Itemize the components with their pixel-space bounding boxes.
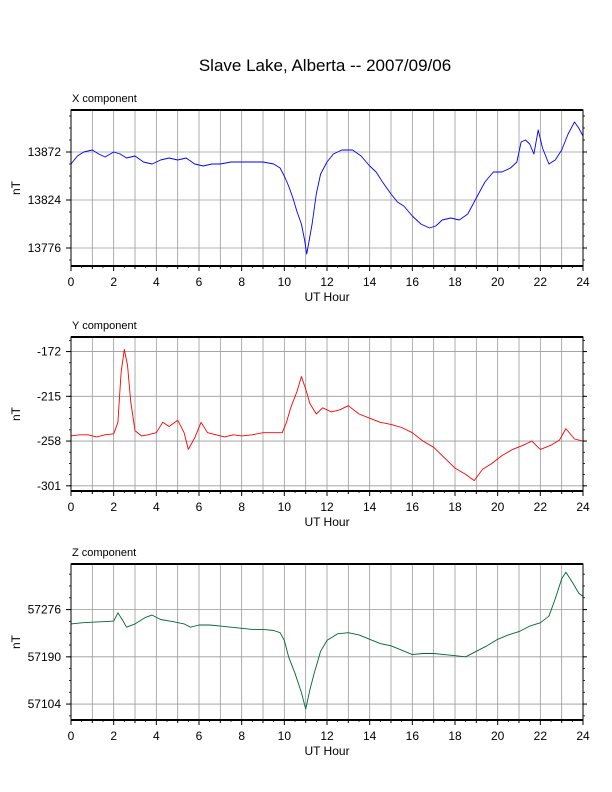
x-tick-label: 16 [406,500,420,514]
x-tick-label: 10 [278,500,292,514]
x-axis-label: UT Hour [304,744,349,758]
x-axis-label: UT Hour [304,290,349,304]
x-tick-label: 16 [406,729,420,743]
y-tick-label: 13872 [28,145,62,159]
x-tick-label: 4 [153,275,160,289]
x-tick-label: 12 [320,500,334,514]
x-tick-label: 22 [534,729,548,743]
y-axis-label: nT [9,180,23,195]
y-tick-label: 57190 [28,650,62,664]
panel-label: Z component [72,547,136,559]
x-tick-label: 6 [196,729,203,743]
y-tick-label: -215 [37,389,61,403]
y-tick-label: -258 [37,434,61,448]
x-axis-label: UT Hour [304,515,349,529]
x-tick-label: 12 [320,275,334,289]
y-tick-label: 57276 [28,603,62,617]
x-tick-label: 4 [153,500,160,514]
x-tick-label: 10 [278,275,292,289]
x-tick-label: 6 [196,275,203,289]
x-tick-label: 8 [238,729,245,743]
x-tick-label: 2 [110,500,117,514]
x-tick-label: 8 [238,275,245,289]
x-tick-label: 2 [110,275,117,289]
x-tick-label: 14 [363,275,377,289]
x-tick-label: 12 [320,729,334,743]
x-tick-label: 4 [153,729,160,743]
x-tick-label: 10 [278,729,292,743]
page-title: Slave Lake, Alberta -- 2007/09/06 [198,56,452,75]
y-tick-label: 57104 [28,697,62,711]
x-tick-label: 20 [491,729,505,743]
y-axis-label: nT [9,406,23,421]
x-tick-label: 2 [110,729,117,743]
x-tick-label: 16 [406,275,420,289]
y-axis-label: nT [9,634,23,649]
x-tick-label: 14 [363,500,377,514]
x-tick-label: 0 [68,500,75,514]
panel-label: X component [72,93,137,105]
x-tick-label: 0 [68,729,75,743]
y-tick-label: 13776 [28,241,62,255]
x-tick-label: 8 [238,500,245,514]
y-tick-label: -301 [37,479,61,493]
x-tick-label: 20 [491,500,505,514]
x-tick-label: 24 [576,275,590,289]
x-tick-label: 0 [68,275,75,289]
x-tick-label: 18 [448,500,462,514]
x-tick-label: 20 [491,275,505,289]
y-tick-label: 13824 [28,193,62,207]
x-tick-label: 18 [448,275,462,289]
x-tick-label: 18 [448,729,462,743]
panel-label: Y component [72,320,137,332]
x-tick-label: 14 [363,729,377,743]
x-tick-label: 24 [576,500,590,514]
x-tick-label: 6 [196,500,203,514]
x-tick-label: 22 [534,275,548,289]
series-line [70,571,584,710]
x-tick-label: 24 [576,729,590,743]
series-line [70,349,584,482]
x-tick-label: 22 [534,500,548,514]
y-tick-label: -172 [37,345,61,359]
series-line [70,121,584,255]
